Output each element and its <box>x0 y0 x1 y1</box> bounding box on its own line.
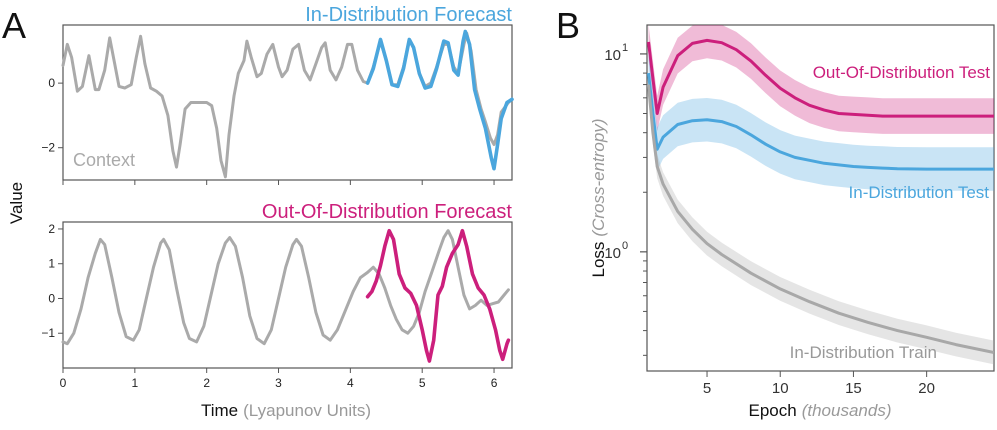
id-train-label: In-Distribution Train <box>790 343 937 362</box>
y-tick-exponent: 0 <box>622 240 628 252</box>
panel-b-xlabel-main: Epoch <box>749 401 797 420</box>
panel-a-xlabel: Time (Lyapunov Units) <box>201 401 371 420</box>
series-line <box>365 228 511 363</box>
out-of-distribution-forecast-title: Out-Of-Distribution Forecast <box>262 201 513 223</box>
series-line <box>365 29 514 171</box>
x-tick-label: 0 <box>60 376 67 390</box>
ood-test-label: Out-Of-Distribution Test <box>813 63 991 82</box>
id-test-label: In-Distribution Test <box>849 183 990 202</box>
x-tick-label: 2 <box>203 376 210 390</box>
panel-a-bottom-plot: 2 1 0 −1 0 1 2 3 4 5 6 <box>41 221 513 390</box>
series-band <box>648 25 994 134</box>
series-line <box>647 72 994 171</box>
in-distribution-forecast-title: In-Distribution Forecast <box>305 4 512 26</box>
panel-a-ylabel: Value <box>7 182 26 224</box>
x-tick-label: 4 <box>347 376 354 390</box>
panel-a-bottom-frame <box>62 221 513 369</box>
panel-a-top-frame <box>62 24 513 181</box>
panel-a-xlabel-main: Time <box>201 401 238 420</box>
panel-b-ylabel-note: (Cross-entropy) <box>589 118 608 236</box>
panel-b-series <box>647 25 994 365</box>
x-tick-label: 10 <box>772 380 789 397</box>
series-line <box>647 84 994 354</box>
x-tick-label: 20 <box>918 380 935 397</box>
y-tick-label: 10 <box>604 47 621 64</box>
y-tick-label: 0 <box>48 76 55 90</box>
panel-b-ylabel-main: Loss <box>589 242 608 278</box>
x-tick-label: 5 <box>419 376 426 390</box>
panel-letter-b: B <box>556 5 580 46</box>
panel-b-xlabel: Epoch (thousands) <box>749 401 892 420</box>
x-tick-label: 15 <box>845 380 862 397</box>
panel-b-frame <box>646 24 995 372</box>
x-tick-label: 3 <box>275 376 282 390</box>
y-tick-label: 0 <box>48 291 55 305</box>
panel-letter-a: A <box>2 5 26 46</box>
series-band <box>648 51 994 191</box>
y-tick-label: 10 <box>604 245 621 262</box>
x-tick-label: 1 <box>131 376 138 390</box>
panel-b-xlabel-note: (thousands) <box>802 401 892 420</box>
x-tick-label: 5 <box>703 380 711 397</box>
series-line <box>61 229 510 346</box>
y-tick-label: −1 <box>41 326 55 340</box>
x-tick-label: 6 <box>491 376 498 390</box>
y-tick-label: −2 <box>41 141 55 155</box>
y-tick-exponent: 1 <box>622 42 628 54</box>
panel-a-top-plot: 0 −2 <box>41 24 514 185</box>
y-tick-label: 1 <box>48 257 55 271</box>
context-label: Context <box>73 150 135 170</box>
y-tick-label: 2 <box>48 222 55 236</box>
series-line <box>61 34 370 179</box>
series-line <box>647 38 994 118</box>
panel-a-xlabel-units: (Lyapunov Units) <box>243 401 371 420</box>
panel-b-ylabel: Loss (Cross-entropy) <box>589 118 608 277</box>
